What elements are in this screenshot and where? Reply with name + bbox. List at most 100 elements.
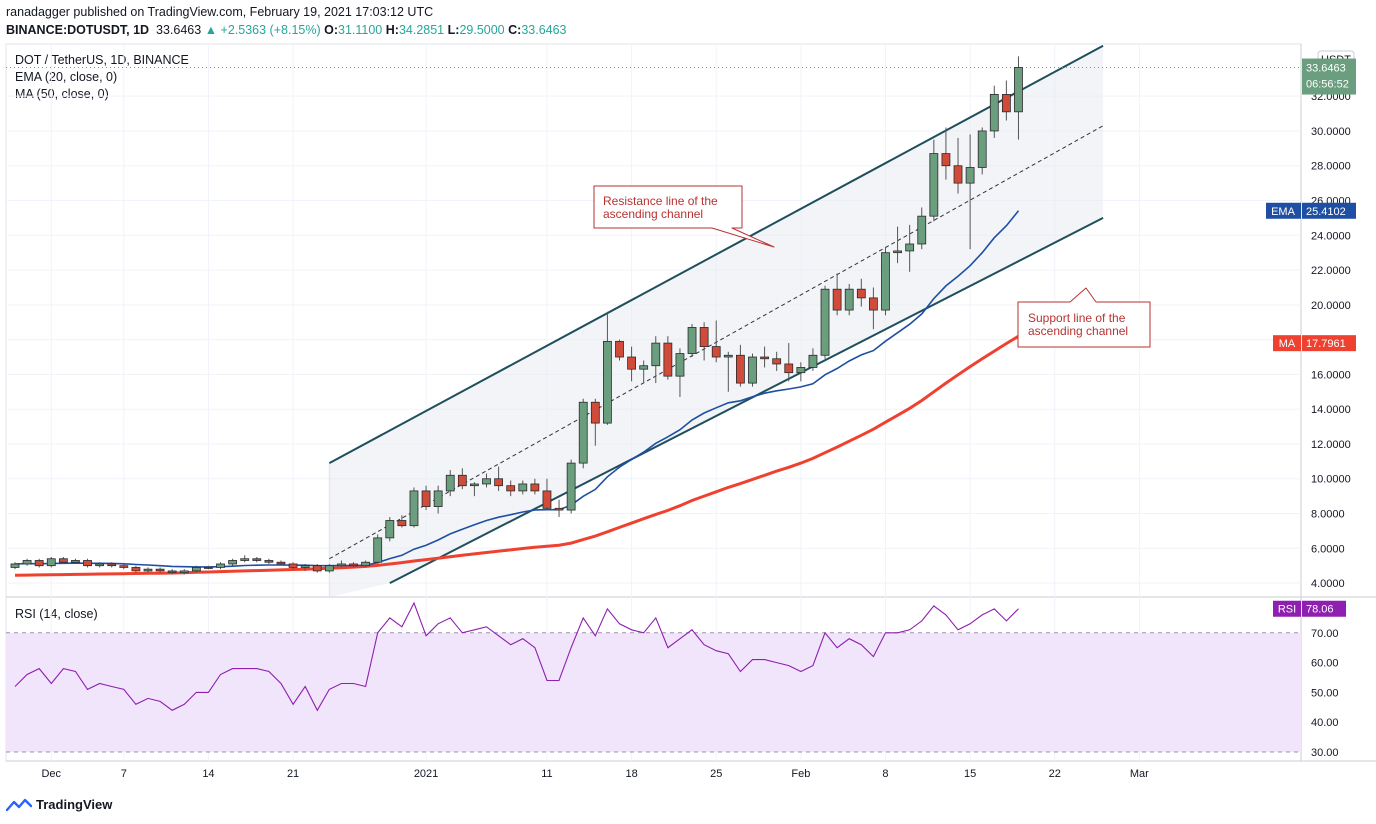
candle bbox=[349, 562, 358, 568]
candle bbox=[324, 563, 334, 573]
time-tick-label: 18 bbox=[625, 768, 637, 780]
candle-body bbox=[506, 485, 516, 492]
candle-body bbox=[784, 363, 794, 374]
candle-body bbox=[312, 565, 322, 572]
price-tick-label: 8.0000 bbox=[1311, 509, 1345, 521]
close-value: 33.6463 bbox=[521, 23, 567, 37]
symbol-ohlc-line: BINANCE:DOTUSDT, 1D 33.6463 ▲ +2.5363 (+… bbox=[6, 23, 567, 37]
candle bbox=[10, 562, 20, 570]
candle bbox=[155, 567, 165, 573]
candle-body bbox=[300, 565, 310, 568]
candle bbox=[131, 565, 141, 573]
resistance-annotation-line1: Resistance line of the bbox=[603, 194, 718, 208]
rsi-tick-label: 50.00 bbox=[1311, 687, 1339, 699]
candle bbox=[977, 127, 987, 175]
candle-body bbox=[699, 327, 709, 347]
price-tick-label: 28.0000 bbox=[1311, 161, 1351, 173]
candle bbox=[83, 558, 92, 568]
ema-legend: EMA (20, close, 0) bbox=[15, 70, 118, 84]
price-tick-label: 12.0000 bbox=[1311, 439, 1351, 451]
candle bbox=[1001, 80, 1011, 121]
low-value: 29.5000 bbox=[459, 23, 505, 37]
ma-badge: MA 17.7961 bbox=[1273, 335, 1356, 352]
ma-legend: MA (50, close, 0) bbox=[15, 87, 109, 101]
candle-body bbox=[216, 563, 225, 568]
candle bbox=[590, 398, 600, 446]
rsi-tick-label: 70.00 bbox=[1311, 628, 1339, 640]
candle bbox=[167, 569, 177, 575]
price-badge-value: 33.6463 bbox=[1306, 63, 1346, 75]
candle bbox=[905, 224, 915, 272]
time-tick-label: Mar bbox=[1130, 768, 1149, 780]
price-tick-label: 6.0000 bbox=[1311, 543, 1345, 555]
candle bbox=[530, 478, 540, 495]
candle-body bbox=[119, 565, 129, 568]
candle-body bbox=[941, 153, 951, 167]
candle-body bbox=[349, 563, 358, 567]
candle bbox=[820, 285, 830, 359]
candle bbox=[397, 515, 407, 528]
candle bbox=[518, 480, 528, 495]
candle bbox=[578, 398, 588, 469]
candle-body bbox=[856, 288, 866, 299]
candle-body bbox=[494, 478, 504, 487]
candle-body bbox=[905, 243, 915, 252]
candle-body bbox=[46, 558, 56, 567]
close-label: C: bbox=[508, 23, 522, 37]
candle bbox=[868, 287, 878, 330]
time-axis: Dec 7 14 21 2021 11 18 25 Feb 8 15 22 Mar bbox=[41, 768, 1149, 780]
ema20-path bbox=[14, 210, 1020, 568]
tradingview-logo[interactable]: TradingView bbox=[6, 797, 112, 812]
candle bbox=[421, 485, 431, 511]
candle bbox=[457, 468, 467, 490]
candle-body bbox=[1014, 67, 1023, 113]
candle-body bbox=[191, 567, 201, 572]
candle bbox=[615, 339, 624, 361]
rsi-badge: RSI 78.06 bbox=[1273, 600, 1346, 617]
candle bbox=[687, 323, 697, 358]
candle-body bbox=[421, 490, 431, 507]
ema-badge-label: EMA bbox=[1271, 206, 1296, 218]
candle-body bbox=[615, 340, 624, 358]
candle bbox=[808, 348, 818, 371]
rsi-line bbox=[14, 601, 1019, 712]
candle bbox=[312, 563, 322, 573]
candle bbox=[373, 534, 383, 564]
candle bbox=[929, 139, 939, 222]
candle bbox=[832, 273, 842, 316]
rsi-axis: 30.00 40.00 50.00 60.00 70.00 bbox=[1311, 628, 1339, 759]
candle-body bbox=[868, 297, 878, 311]
resistance-annotation: Resistance line of the ascending channel bbox=[593, 185, 775, 248]
resistance-annotation-line2: ascending channel bbox=[603, 207, 703, 221]
rsi-badge-label: RSI bbox=[1278, 604, 1296, 616]
candle-body bbox=[95, 563, 105, 567]
rsi-path bbox=[14, 601, 1019, 712]
candle bbox=[1014, 56, 1023, 140]
candle-body bbox=[457, 474, 467, 487]
candles bbox=[10, 56, 1023, 575]
candle-body bbox=[566, 462, 576, 511]
candle-body bbox=[929, 153, 939, 217]
support-line bbox=[389, 217, 1104, 584]
candle bbox=[989, 85, 999, 138]
candle-body bbox=[796, 367, 806, 374]
time-tick-label: 22 bbox=[1049, 768, 1061, 780]
candle bbox=[736, 344, 745, 387]
candle bbox=[856, 278, 866, 307]
candle-body bbox=[107, 563, 117, 567]
candle-body bbox=[470, 483, 479, 487]
candle bbox=[337, 560, 346, 568]
candle bbox=[796, 362, 806, 382]
candle-body bbox=[228, 560, 238, 565]
resistance-line bbox=[328, 44, 1104, 464]
candle-body bbox=[71, 560, 80, 563]
price-tick-label: 4.0000 bbox=[1311, 578, 1345, 590]
candle bbox=[723, 351, 733, 392]
time-tick-label: 21 bbox=[287, 768, 299, 780]
candle-body bbox=[917, 215, 927, 245]
candle bbox=[264, 558, 274, 564]
open-value: 31.1100 bbox=[338, 23, 383, 37]
candle bbox=[639, 360, 649, 384]
candle bbox=[603, 311, 612, 425]
